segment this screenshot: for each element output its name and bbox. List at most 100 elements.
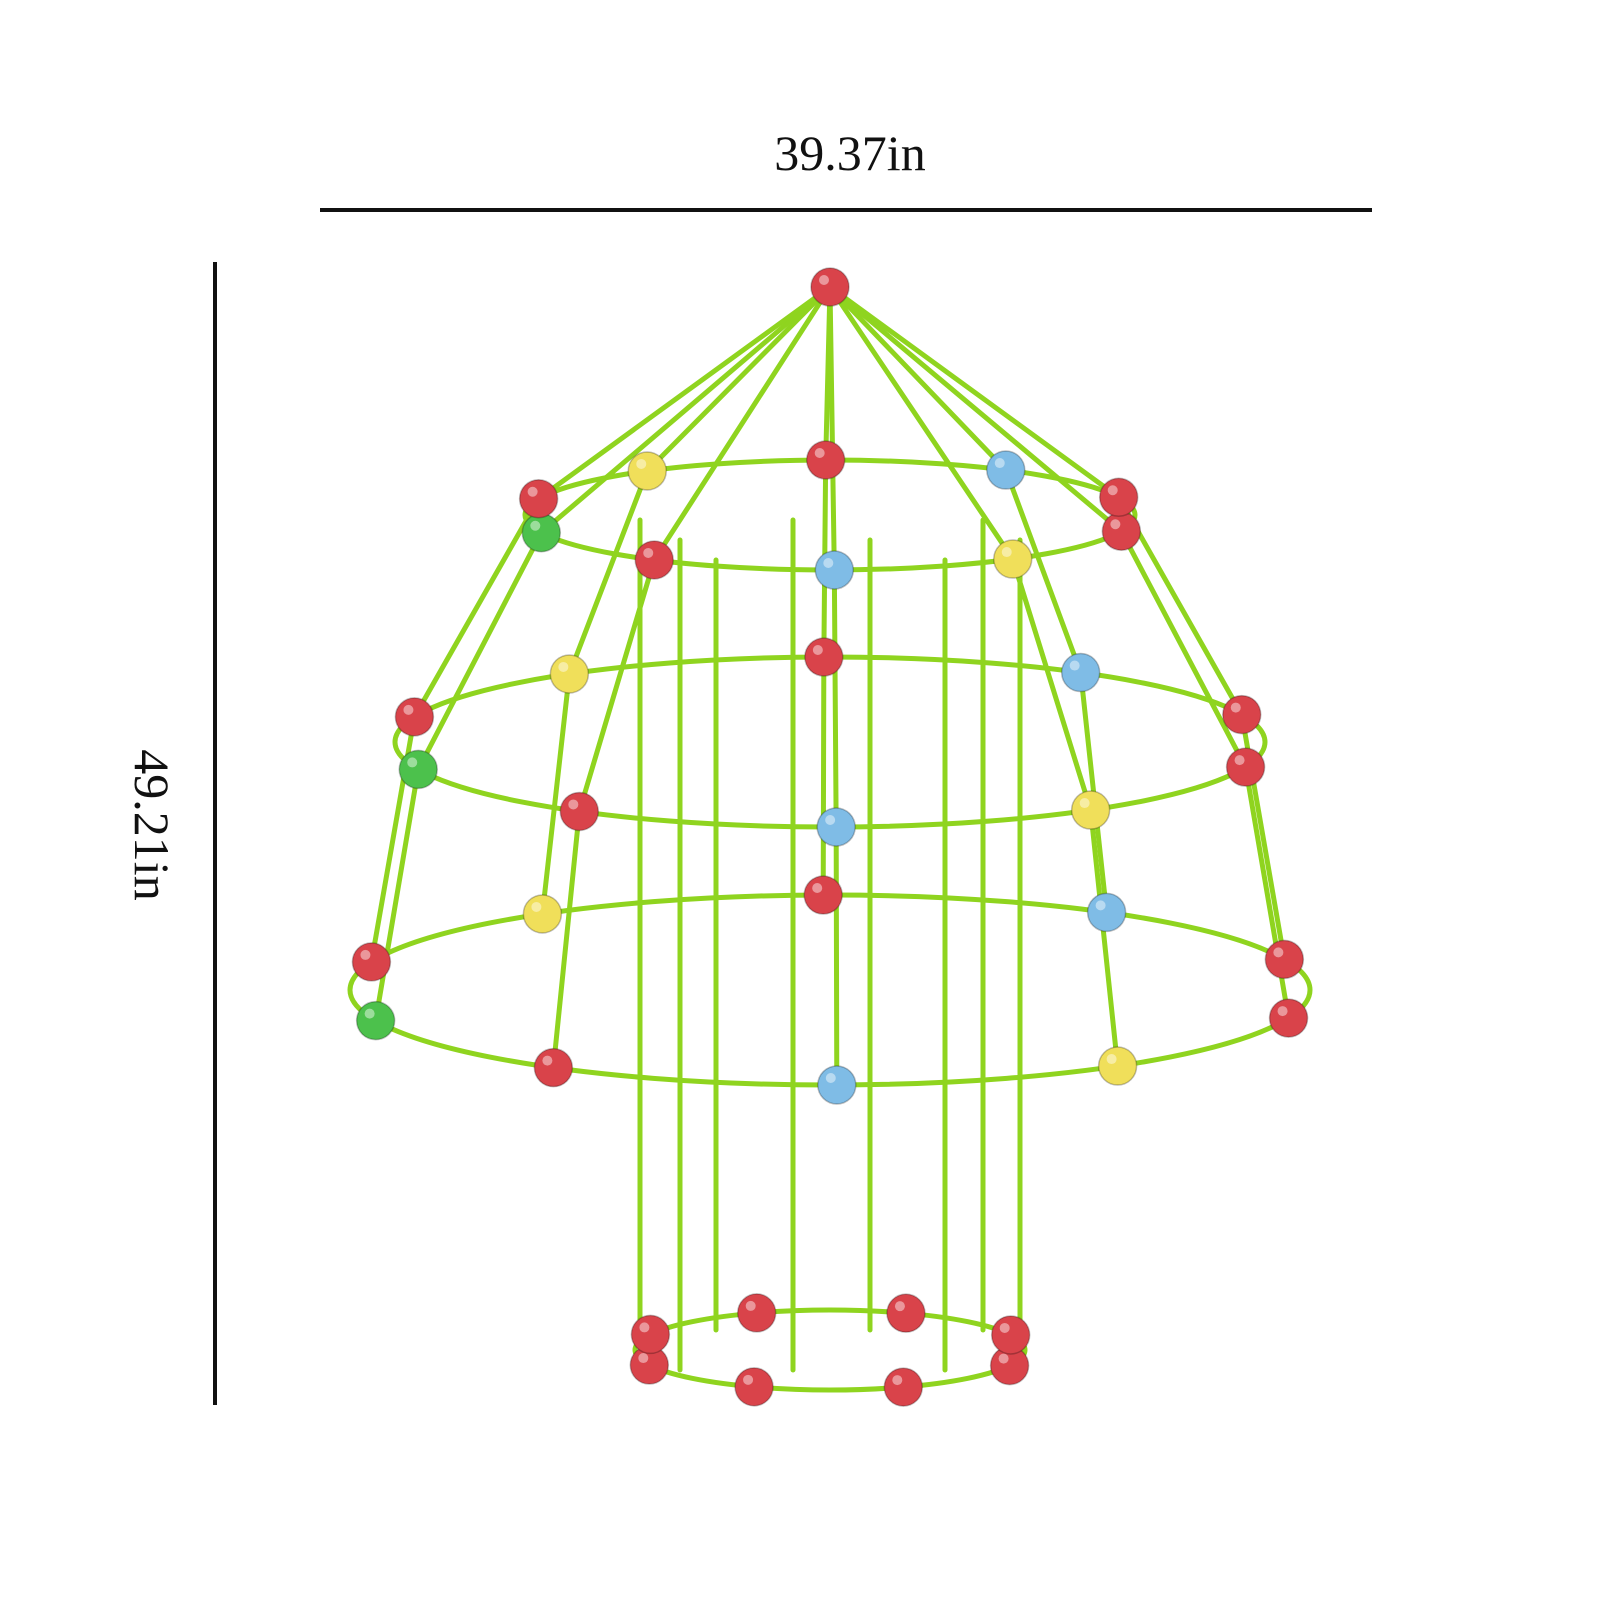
ball-highlight — [638, 1353, 649, 1364]
ball — [1070, 790, 1111, 830]
ball — [521, 512, 562, 553]
ball-highlight — [1001, 547, 1012, 558]
ball-highlight — [639, 1322, 650, 1333]
ball-highlight — [819, 275, 829, 285]
ball — [518, 478, 559, 519]
ball — [734, 1367, 774, 1407]
ball-highlight — [568, 799, 579, 810]
ball-highlight — [1107, 485, 1118, 496]
ball — [883, 1367, 924, 1407]
rod — [827, 284, 1124, 534]
ball — [1225, 747, 1266, 787]
ball-highlight — [643, 547, 654, 558]
ball-highlight — [892, 1375, 903, 1386]
ball — [803, 875, 843, 915]
ball-highlight — [407, 757, 418, 768]
ball — [559, 791, 600, 832]
connector-balls — [351, 267, 1309, 1407]
ball-highlight — [1069, 660, 1080, 671]
ball — [816, 807, 856, 847]
ball — [398, 749, 438, 790]
ball — [990, 1315, 1031, 1355]
rod — [651, 284, 833, 563]
ball — [351, 942, 392, 982]
ball-highlight — [364, 1008, 375, 1019]
ring — [392, 654, 1268, 830]
rod — [827, 284, 1016, 562]
ball-highlight — [531, 901, 542, 912]
ball-highlight — [894, 1301, 905, 1312]
height-label: 49.21in — [124, 749, 180, 900]
ball-highlight — [1095, 900, 1106, 911]
rod — [536, 284, 833, 502]
ball — [355, 1000, 396, 1041]
ball-highlight — [812, 883, 823, 894]
ball — [1268, 998, 1309, 1038]
ball-highlight — [812, 645, 823, 656]
ball — [986, 450, 1026, 490]
ball-highlight — [823, 557, 834, 568]
ball — [1264, 939, 1305, 980]
ball-highlight — [998, 1353, 1009, 1364]
ball — [810, 267, 850, 307]
ball — [634, 540, 674, 580]
ball-highlight — [745, 1300, 756, 1311]
ball-highlight — [530, 520, 541, 531]
ball-highlight — [814, 448, 825, 459]
ball-highlight — [558, 661, 569, 672]
ball-highlight — [1079, 798, 1090, 809]
tree-frame — [347, 284, 1313, 1393]
rod — [415, 530, 544, 772]
ball-highlight — [825, 1072, 836, 1083]
rod — [1010, 556, 1094, 813]
ball-highlight — [1106, 1054, 1117, 1065]
ball-highlight — [527, 486, 538, 497]
ball — [1101, 511, 1142, 552]
ball-highlight — [403, 704, 414, 715]
ball — [394, 697, 435, 737]
rod — [373, 766, 421, 1024]
ball — [886, 1293, 926, 1333]
ball — [736, 1293, 777, 1333]
ball — [549, 654, 590, 694]
ball-highlight — [1110, 519, 1121, 530]
rod — [1088, 807, 1121, 1069]
rod — [1003, 467, 1084, 676]
ball-highlight — [999, 1322, 1010, 1333]
ball-highlight — [360, 949, 371, 960]
rod — [820, 654, 827, 898]
ball — [630, 1314, 671, 1355]
ball — [1098, 477, 1139, 518]
rod — [644, 284, 833, 474]
ball — [522, 894, 563, 934]
ball — [817, 1065, 857, 1105]
rod — [576, 557, 657, 814]
rod — [823, 284, 833, 463]
ball-highlight — [743, 1374, 754, 1385]
ball — [533, 1047, 574, 1088]
rod — [411, 496, 542, 720]
rod — [833, 824, 840, 1088]
ball — [1222, 694, 1262, 735]
ball — [993, 539, 1033, 579]
ball-highlight — [1273, 947, 1284, 958]
ball — [814, 550, 855, 590]
rod — [831, 567, 839, 830]
ball-highlight — [542, 1055, 553, 1066]
ball — [1086, 892, 1127, 933]
rod — [827, 284, 1009, 473]
ball — [805, 440, 846, 480]
ball — [1097, 1046, 1138, 1086]
ball-highlight — [636, 458, 647, 469]
ball — [627, 451, 667, 491]
ball-highlight — [825, 814, 836, 825]
ball-highlight — [994, 458, 1005, 469]
rod — [827, 284, 1122, 500]
rod — [538, 284, 833, 536]
ball — [804, 637, 844, 677]
rod — [539, 671, 572, 917]
ball-highlight — [1230, 702, 1241, 713]
ring — [632, 1307, 1028, 1393]
rod — [550, 808, 582, 1071]
ball — [1060, 652, 1101, 693]
